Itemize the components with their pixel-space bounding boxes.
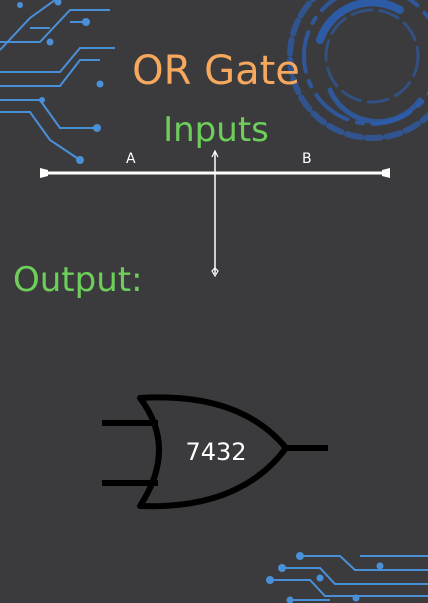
output-wire-vertical[interactable] (211, 149, 219, 278)
inputs-heading: Inputs (163, 110, 269, 150)
input-b-label: B (302, 151, 312, 167)
input-a-label: A (126, 151, 136, 167)
output-heading: Output: (13, 260, 143, 300)
page-title: OR Gate (132, 48, 300, 94)
gate-chip-label: 7432 (185, 438, 247, 466)
